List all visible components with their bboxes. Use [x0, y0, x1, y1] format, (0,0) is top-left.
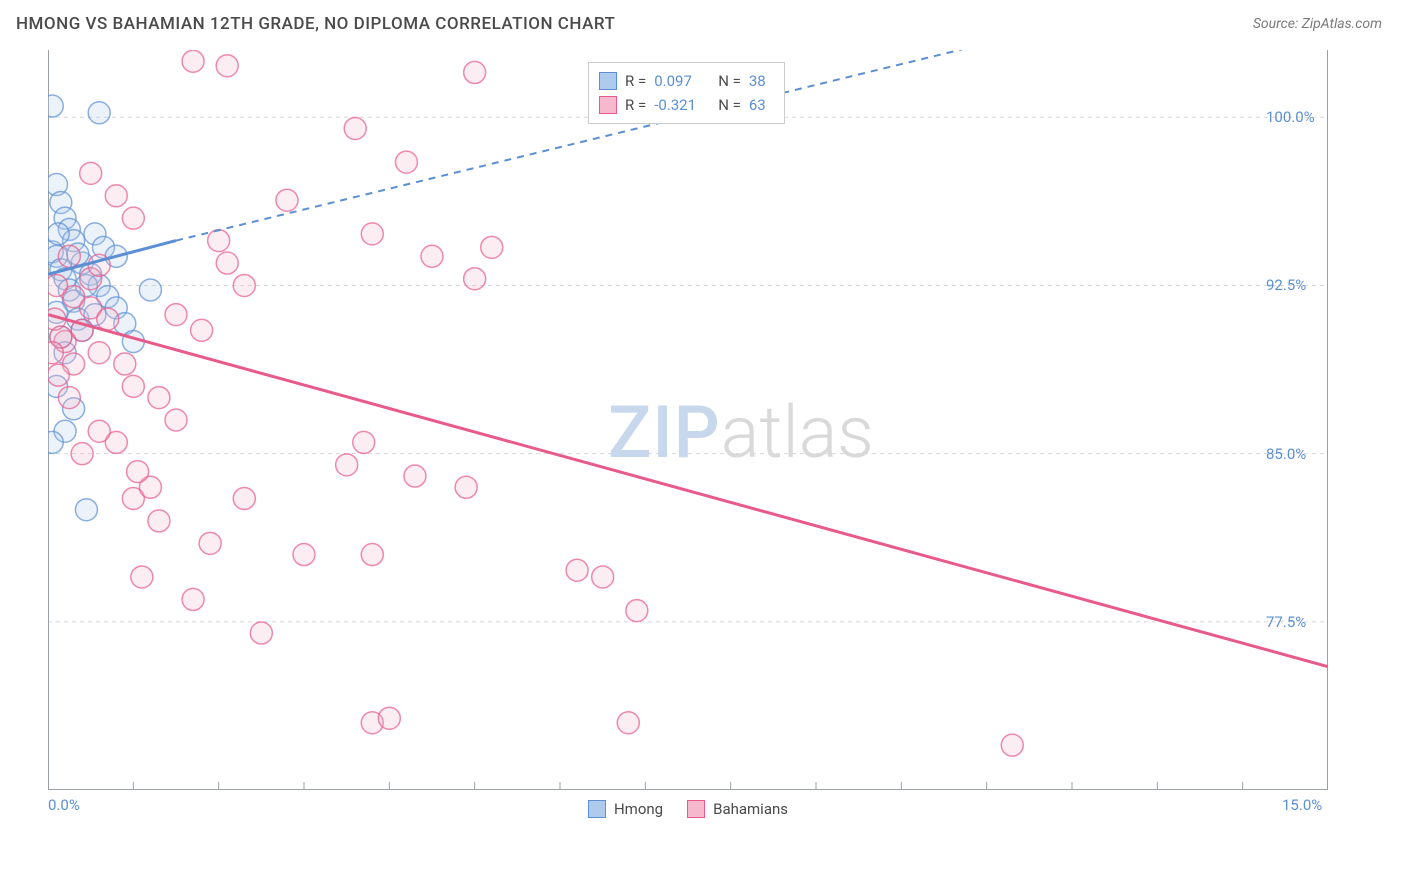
- stats-n-value: 38: [749, 69, 766, 93]
- series-legend: Hmong Bahamians: [48, 800, 1328, 818]
- stats-n-label: N =: [718, 69, 741, 93]
- stats-swatch: [599, 72, 617, 90]
- y-tick-label: 77.5%: [1266, 613, 1388, 631]
- stats-r-label: R =: [625, 93, 646, 117]
- chart-area: ZIPatlas R =0.097N =38R =-0.321N =63 77.…: [48, 50, 1328, 818]
- stats-r-value: -0.321: [654, 93, 710, 117]
- y-tick-label: 100.0%: [1266, 108, 1388, 126]
- y-tick-label: 92.5%: [1266, 276, 1388, 294]
- y-tick-label: 85.0%: [1266, 445, 1388, 463]
- scatter-chart: [48, 50, 1328, 818]
- legend-item-bahamians: Bahamians: [687, 800, 788, 818]
- chart-title: HMONG VS BAHAMIAN 12TH GRADE, NO DIPLOMA…: [16, 14, 615, 34]
- legend-swatch-hmong: [588, 800, 606, 818]
- stats-swatch: [599, 96, 617, 114]
- stats-r-value: 0.097: [654, 69, 710, 93]
- stats-r-label: R =: [625, 69, 646, 93]
- stats-n-label: N =: [718, 93, 741, 117]
- legend-swatch-bahamians: [687, 800, 705, 818]
- legend-label-bahamians: Bahamians: [713, 800, 788, 818]
- legend-label-hmong: Hmong: [614, 800, 663, 818]
- stats-row: R = 0.097 N = 38: [599, 69, 766, 93]
- correlation-stats-box: R = 0.097 N = 38 R = -0.321 N = 63: [588, 62, 785, 124]
- chart-header: HMONG VS BAHAMIAN 12TH GRADE, NO DIPLOMA…: [0, 0, 1406, 44]
- stats-n-value: 63: [749, 93, 766, 117]
- legend-item-hmong: Hmong: [588, 800, 663, 818]
- stats-row: R = -0.321 N = 63: [599, 93, 766, 117]
- chart-source: Source: ZipAtlas.com: [1253, 16, 1382, 32]
